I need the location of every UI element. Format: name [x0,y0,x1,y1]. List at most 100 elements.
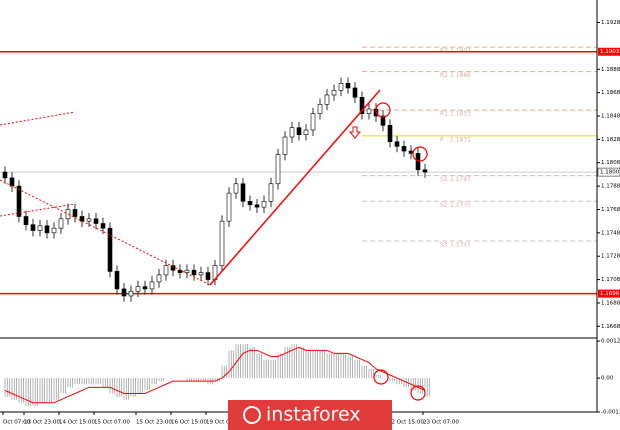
candle-body [233,183,239,194]
candle-body [58,218,64,229]
front-layer: 1.1928 1.1888 1.1868 1.1848 1.1828 1.1808 1.17… [597,20,620,416]
watermark-icon [243,406,261,424]
candle-body [86,218,92,222]
candle-body [366,108,372,114]
candle-body [401,146,407,152]
candle-body [23,216,29,225]
candle-body [16,185,22,217]
highlight-circle [375,102,391,118]
candle-body [289,127,295,138]
y-tick-label: 1.1728 [601,254,620,260]
y-tick-label: 1.1688 [601,300,620,306]
candle-body [408,150,414,154]
pivot-value: 1.1797 [450,176,471,183]
candle-body [345,82,351,89]
candle-body [303,129,309,135]
y-tick-label: 1.1848 [601,114,620,120]
x-tick-label: 23 Oct 07:00 [423,420,459,426]
candle-body [394,141,400,147]
candle-body [149,281,155,290]
pivot-name: S1 [440,176,448,183]
y-tick-label: 1.1808 [601,160,620,166]
trend-line-dashed [0,203,76,217]
candle-body [114,271,120,290]
y-tick-label: 1.1928 [601,20,620,26]
candle-body [163,265,169,276]
pivot-name: S3 [440,242,448,249]
candle-body [184,269,190,273]
signal-line [4,346,426,404]
candle-body [135,286,141,292]
candle-body [2,171,8,179]
candle-body [268,183,274,202]
y-tick-label: 1.1708 [601,277,620,283]
x-tick-label: 19 Oct 07:00 [206,420,242,426]
annotations [0,89,428,401]
candle-body [352,87,358,98]
x-tick-label: 16 Oct 15:00 [171,420,207,426]
pivot-value: 1.1831 [450,136,471,143]
highlight-circle [412,146,428,162]
back-layer: R31.1907R21.1886R11.1853P1.1831S11.1797S… [0,46,597,426]
candle-body [261,200,267,208]
candle-body [422,169,428,173]
pivot-value: 1.1853 [450,111,471,118]
candle-body [331,89,337,96]
y-tick-label: 1.1748 [601,230,620,236]
candle-body [324,94,330,105]
x-tick-label: 15 Oct 07:00 [94,420,130,426]
candle-body [310,113,316,131]
x-tick-label: 15 Oct 23:00 [136,420,172,426]
pivot-name: R1 [440,111,448,118]
candle-body [177,269,183,273]
candle-body [380,115,386,126]
pivot-name: P [440,136,444,143]
candle-body [387,125,393,143]
candle-body [247,200,253,206]
candle-body [121,288,127,297]
candle-body [240,183,246,202]
level-label: 1.1903 [600,49,620,55]
trend-line-dashed [0,179,211,286]
pivot-name: S2 [440,202,448,209]
pivot-value: 1.1775 [450,202,471,209]
y-tick-label: 1.1668 [601,324,620,330]
down-arrow [348,126,362,139]
highlight-circle [373,369,389,385]
candle-body [44,225,50,234]
candle-body [156,274,162,283]
level-label: 1.1696 [600,291,620,297]
highlight-circle [410,385,426,401]
candle-body [296,127,302,135]
watermark-text: instaforex [266,404,361,426]
current-price-box [597,167,620,177]
y-tick-label: 1.1768 [601,207,620,213]
y-tick-label: 1.1868 [601,90,620,96]
watermark-box [228,400,392,430]
candle-body [338,82,344,91]
x-tick-label: 14 Oct 15:00 [59,420,95,426]
candle-body [9,177,15,187]
candle-body [226,192,232,222]
candle-body [128,290,134,297]
y-tick-label: 1.1828 [601,137,620,143]
pivot-value: 1.1886 [450,72,471,79]
pivot-name: R2 [440,72,448,79]
y-tick-label: 0.00 [601,376,614,382]
candle-body [51,227,57,234]
candle-body [142,286,148,290]
candle-body [359,97,365,114]
watermark: instaforex [228,400,392,430]
candle-body [72,209,78,217]
candle-body [37,225,43,231]
candle-body [79,216,85,222]
y-tick-label: 0.0012 [601,339,620,345]
pivot-value: 1.1741 [450,242,471,249]
candle-body [198,272,204,276]
candle-body [93,218,99,224]
candle-body [30,224,36,231]
level-box [598,289,620,298]
y-tick-label: 1.1788 [601,184,620,190]
current-price-label: 1.1800 [600,170,620,176]
